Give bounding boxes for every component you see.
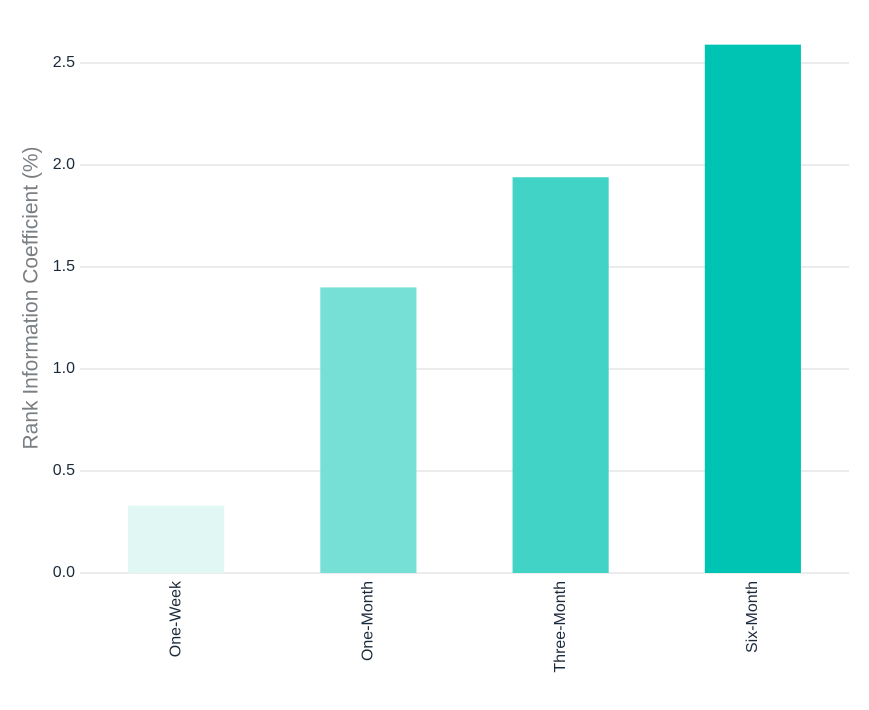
x-tick-label: Three-Month (552, 581, 569, 673)
bar (704, 44, 801, 573)
bar (320, 287, 417, 573)
x-tick-label: One-Week (167, 580, 184, 657)
y-tick-label: 2.5 (53, 54, 75, 71)
y-tick-label: 2.0 (53, 156, 75, 173)
y-tick-label: 0.0 (53, 564, 75, 581)
y-tick-label: 0.5 (53, 462, 75, 479)
bar (128, 505, 225, 573)
x-tick-label: Six-Month (744, 581, 761, 653)
bar (512, 177, 609, 574)
y-axis-label: Rank Information Coefficient (%) (20, 146, 43, 449)
y-tick-label: 1.0 (53, 360, 75, 377)
y-tick-label: 1.5 (53, 258, 75, 275)
x-tick-label: One-Month (360, 581, 377, 661)
